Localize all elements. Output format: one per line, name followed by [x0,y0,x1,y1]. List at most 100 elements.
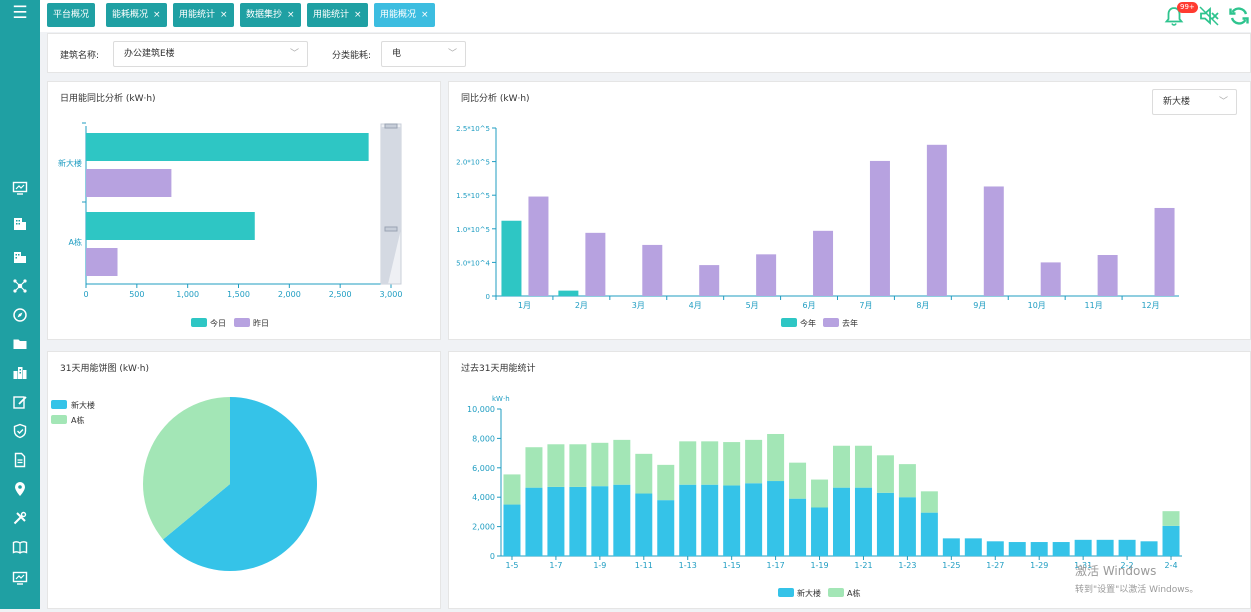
x-tick-label: 1-9 [593,561,606,570]
tab-platform-overview[interactable]: 平台概况 [47,3,96,27]
document-icon[interactable] [10,451,30,469]
bar-新大楼 [767,481,785,556]
bar-新大楼 [898,497,916,556]
x-tick-label: 1,000 [176,290,199,299]
bar-新大楼 [613,484,631,556]
close-icon[interactable]: × [220,10,228,20]
location-pin-icon[interactable] [10,480,30,498]
chevron-down-icon: ﹀ [289,49,299,59]
x-tick-label: 10月 [1028,301,1046,310]
x-tick-label: 3,000 [380,290,403,299]
bar-今日 [86,133,369,161]
tab-energy-statistics[interactable]: 用能统计 × [173,3,234,27]
bar-A栋 [591,442,609,487]
close-icon[interactable]: × [153,10,161,20]
y-tick-label: 2.5*10^5 [456,125,490,133]
bar-去年 [869,160,890,296]
tab-label: 数据集抄 [246,10,283,20]
bar-A栋 [745,439,763,484]
legend-swatch [234,318,250,327]
tab-data-collection[interactable]: 数据集抄 × [240,3,301,27]
bar-A栋 [613,439,631,485]
bar-去年 [1040,262,1061,296]
y-tick-label: 10,000 [467,405,495,414]
bar-新大楼 [789,498,807,556]
zoom-handle-bottom [384,226,398,232]
bar-新大楼 [635,493,653,556]
bar-新大楼 [986,541,1004,556]
sidebar: ☰ [0,0,40,609]
bar-新大楼 [745,483,763,556]
y-tick-label: 0 [486,293,490,301]
compass-icon[interactable] [10,306,30,324]
panel-title: 31天用能饼图 (kW·h) [60,364,150,374]
chevron-down-icon: ﹀ [1218,97,1228,107]
bar-A栋 [811,479,829,508]
y-tick-label: 0 [490,552,495,561]
x-tick-label: 1-31 [1074,561,1092,570]
edit-icon[interactable] [10,393,30,411]
legend-swatch [51,415,67,424]
city-icon[interactable] [10,364,30,382]
book-icon[interactable] [10,538,30,556]
legend-swatch [828,588,844,597]
bar-新大楼 [1140,541,1158,556]
x-tick-label: 8月 [916,301,929,310]
menu-toggle-icon[interactable]: ☰ [12,3,28,23]
bar-A栋 [876,455,894,493]
legend-label: A栋 [847,588,860,598]
category-select[interactable]: 电 ﹀ [381,41,466,67]
bar-去年 [585,232,606,296]
shield-check-icon[interactable] [10,422,30,440]
y-tick-label: 6,000 [472,464,495,473]
category-select-value: 电 [392,49,402,59]
bar-去年 [1097,255,1118,296]
bar-去年 [813,230,834,296]
building-group-icon[interactable] [10,248,30,266]
bar-新大楼 [1162,525,1180,556]
y-tick-label: 4,000 [472,493,495,502]
building-select[interactable]: 办公建筑E楼 ﹀ [113,41,308,67]
monitor-chart-icon[interactable] [10,179,30,197]
legend-label: 新大楼 [71,400,95,410]
legend-label: 去年 [842,318,858,328]
yoy-select-value: 新大楼 [1163,97,1191,107]
bar-今日 [86,212,255,240]
legend-swatch [823,318,839,327]
yoy-building-select[interactable]: 新大楼 ﹀ [1152,89,1237,115]
x-tick-label: 2-2 [1121,561,1134,570]
category-label: 分类能耗: [332,51,372,61]
folder-icon[interactable] [10,335,30,353]
y-axis-unit: kW·h [492,395,510,403]
building-icon[interactable] [10,215,30,233]
bar-新大楼 [1118,539,1136,556]
screen-icon[interactable] [10,569,30,587]
bar-去年 [642,244,663,296]
x-tick-label: 0 [83,290,88,299]
x-tick-label: 1-21 [854,561,872,570]
refresh-icon[interactable] [1228,5,1250,27]
bar-去年 [926,144,947,296]
notification-badge: 99+ [1177,2,1198,13]
network-icon[interactable] [10,277,30,295]
building-select-value: 办公建筑E楼 [124,49,175,59]
bar-A栋 [1162,511,1180,526]
tab-energy-statistics-2[interactable]: 用能统计 × [307,3,368,27]
bar-去年 [528,196,549,296]
bar-新大楼 [657,500,675,556]
tools-icon[interactable] [10,509,30,527]
bar-新大楼 [591,486,609,556]
tab-energy-overview[interactable]: 能耗概况 × [106,3,167,27]
x-tick-label: 12月 [1141,301,1159,310]
y-tick-label: 2,000 [472,523,495,532]
close-icon[interactable]: × [287,10,295,20]
sound-muted-icon[interactable] [1198,5,1220,27]
close-icon[interactable]: × [421,10,429,20]
x-tick-label: 1,500 [227,290,250,299]
close-icon[interactable]: × [354,10,362,20]
x-tick-label: 9月 [973,301,986,310]
x-tick-label: 1-17 [767,561,785,570]
bar-新大楼 [1052,542,1070,556]
x-tick-label: 6月 [802,301,815,310]
tab-energy-usage-overview[interactable]: 用能概况 × [374,3,435,27]
